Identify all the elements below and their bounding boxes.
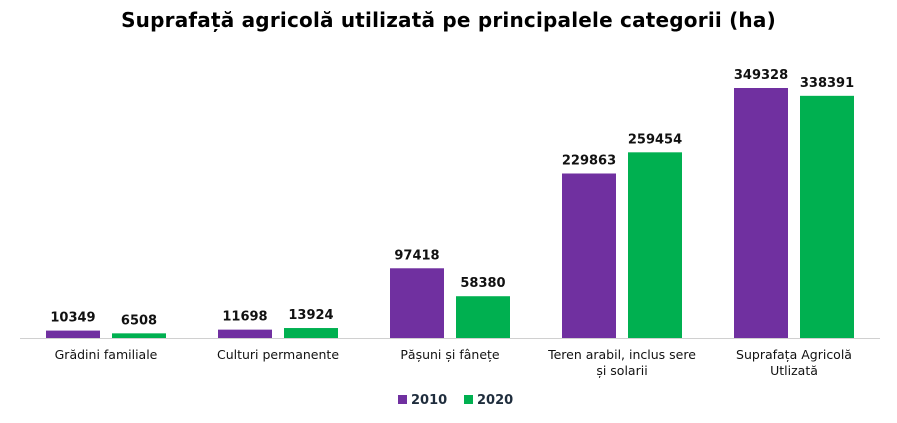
data-label-2020-0: 6508 [121,313,157,328]
bar-2010-3 [562,173,616,338]
data-label-2010-0: 10349 [50,311,95,326]
x-tick-label-4-line2: Utlizată [770,363,818,378]
x-tick-label-0: Grădini familiale [55,347,158,362]
bar-2020-4 [800,95,854,338]
x-tick-label-1: Culturi permanente [217,347,339,362]
bar-2010-0 [46,330,100,338]
legend-label-2010: 2010 [411,393,447,408]
data-label-2010-4: 349328 [734,68,788,83]
x-tick-label-4: Suprafața Agricolă [736,347,852,362]
x-tick-label-3: Teren arabil, inclus sere [547,347,696,362]
x-tick-label-2: Pășuni și fânețe [400,347,500,362]
bar-2020-0 [112,333,166,338]
legend-label-2020: 2020 [477,393,513,408]
bar-2020-1 [284,328,338,338]
legend-swatch-2010 [398,395,407,404]
bar-2020-2 [456,296,510,338]
data-label-2020-2: 58380 [460,276,505,291]
data-label-2010-2: 97418 [394,248,439,263]
data-label-2020-3: 259454 [628,132,682,147]
data-label-2020-1: 13924 [288,308,333,323]
data-label-2010-1: 11698 [222,310,267,325]
data-label-2010-3: 229863 [562,153,616,168]
x-tick-label-3-line2: și solarii [596,363,647,378]
bar-2010-1 [218,329,272,338]
legend-swatch-2020 [464,395,473,404]
data-label-2020-4: 338391 [800,76,854,91]
chart-title: Suprafață agricolă utilizată pe principa… [121,8,776,32]
bar-2020-3 [628,152,682,338]
bar-2010-4 [734,88,788,338]
bar-2010-2 [390,268,444,338]
